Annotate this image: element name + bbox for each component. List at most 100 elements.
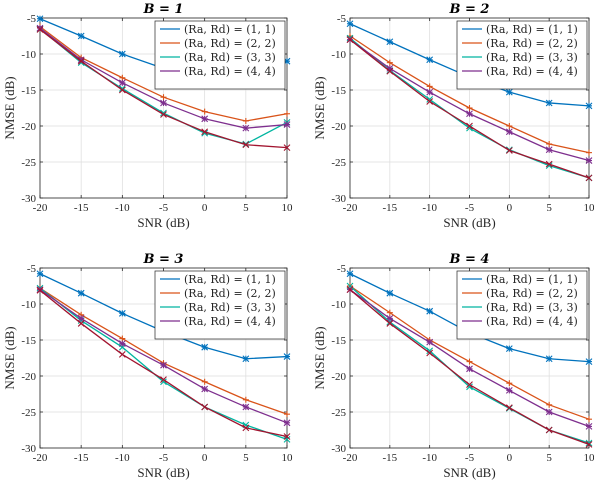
data-point — [77, 315, 85, 322]
data-point — [283, 121, 291, 128]
legend-label: (Ra, Rd) = (1, 1) — [486, 273, 578, 286]
x-tick-label: -5 — [159, 452, 169, 464]
x-tick-label: -20 — [33, 452, 48, 464]
data-point — [466, 383, 473, 391]
data-point — [505, 128, 513, 136]
data-point — [36, 26, 44, 33]
chart-title: B = 3 — [143, 252, 184, 267]
data-point — [201, 343, 209, 351]
data-point — [545, 99, 553, 107]
data-point — [160, 111, 167, 118]
legend-entry: (Ra, Rd) = (2, 2) — [462, 287, 578, 300]
data-point — [506, 123, 513, 129]
data-point — [505, 387, 513, 394]
data-point — [466, 105, 473, 111]
data-point — [386, 38, 394, 46]
x-tick-label: -5 — [159, 202, 169, 214]
data-point — [585, 441, 593, 448]
data-point — [585, 423, 593, 430]
data-point — [201, 378, 208, 385]
data-point — [545, 426, 553, 434]
chart-title: B = 1 — [143, 2, 184, 17]
legend-entry: (Ra, Rd) = (1, 1) — [160, 23, 276, 36]
y-tick-label: -15 — [21, 335, 36, 347]
y-tick-label: -30 — [21, 193, 36, 205]
data-point — [585, 102, 593, 110]
data-point — [546, 401, 553, 408]
data-point — [160, 378, 167, 386]
data-point — [426, 98, 434, 105]
y-tick-label: -10 — [331, 49, 346, 61]
data-point — [283, 353, 291, 360]
data-point — [585, 358, 593, 365]
legend-label: (Ra, Rd) = (4, 4) — [486, 315, 578, 328]
data-point — [201, 385, 209, 393]
data-point — [118, 340, 126, 347]
legend-label: (Ra, Rd) = (1, 1) — [486, 23, 578, 36]
data-point — [77, 57, 85, 65]
legend-label: (Ra, Rd) = (3, 3) — [184, 51, 276, 64]
data-point — [466, 365, 473, 373]
data-point — [36, 286, 44, 294]
data-point — [201, 403, 209, 411]
data-point — [545, 355, 553, 363]
x-tick-label: -10 — [422, 452, 437, 464]
y-tick-label: -5 — [337, 263, 347, 275]
legend-label: (Ra, Rd) = (4, 4) — [184, 65, 276, 78]
data-point — [160, 361, 167, 369]
legend-label: (Ra, Rd) = (2, 2) — [184, 37, 276, 50]
data-point — [346, 36, 354, 43]
legend-box — [154, 20, 286, 90]
y-tick-label: -15 — [331, 335, 346, 347]
legend: (Ra, Rd) = (1, 1)(Ra, Rd) = (2, 2)(Ra, R… — [456, 20, 588, 90]
chart-title: B = 2 — [449, 2, 490, 17]
data-point — [36, 15, 44, 23]
x-tick-label: -5 — [465, 202, 475, 214]
series-5 — [36, 286, 291, 440]
y-tick-label: -10 — [331, 299, 346, 311]
y-tick-label: -20 — [21, 121, 36, 133]
x-tick-label: -15 — [74, 202, 89, 214]
y-axis-label: NMSE (dB) — [312, 326, 327, 389]
legend-entry: (Ra, Rd) = (4, 4) — [160, 315, 276, 328]
legend: (Ra, Rd) = (1, 1)(Ra, Rd) = (2, 2)(Ra, R… — [154, 20, 286, 90]
legend-box — [456, 270, 588, 340]
data-point — [283, 433, 291, 440]
data-point — [386, 289, 394, 297]
legend-label: (Ra, Rd) = (4, 4) — [184, 315, 276, 328]
legend-entry: (Ra, Rd) = (1, 1) — [462, 273, 578, 286]
x-tick-label: 10 — [282, 202, 294, 214]
data-point — [77, 320, 85, 327]
subplot-4: -20 -15 -10 -5 0 5 10 -5 -10 -15 -20 -25 -30 B = 4 SNR… — [312, 252, 594, 480]
data-point — [466, 124, 473, 132]
subplot-1: -20 -15 -10 -5 0 5 10 -5 -10 -15 -20 -25 -30 B = 1 SNR… — [2, 2, 293, 230]
legend-label: (Ra, Rd) = (1, 1) — [184, 273, 276, 286]
x-tick-label: 10 — [282, 452, 294, 464]
legend-entry: (Ra, Rd) = (1, 1) — [462, 23, 578, 36]
y-tick-label: -10 — [21, 49, 36, 61]
data-point — [242, 141, 250, 149]
series-4 — [346, 286, 593, 430]
series-4 — [346, 36, 593, 164]
series-5 — [346, 36, 593, 182]
data-point — [77, 289, 85, 297]
legend-entry: (Ra, Rd) = (4, 4) — [462, 65, 578, 78]
data-point — [118, 79, 126, 87]
legend: (Ra, Rd) = (1, 1)(Ra, Rd) = (2, 2)(Ra, R… — [154, 270, 286, 340]
y-tick-label: -20 — [21, 371, 36, 383]
data-point — [505, 88, 513, 96]
legend: (Ra, Rd) = (1, 1)(Ra, Rd) = (2, 2) (Ra, R… — [456, 270, 588, 340]
data-point — [426, 338, 434, 346]
legend-entry: (Ra, Rd) = (4, 4) — [462, 315, 578, 328]
data-point — [283, 435, 291, 443]
data-point — [160, 94, 167, 101]
x-tick-label: -5 — [465, 452, 475, 464]
data-point — [585, 439, 593, 447]
data-point — [466, 110, 473, 118]
data-point — [466, 358, 473, 365]
data-point — [386, 67, 394, 75]
legend-entry: (Ra, Rd) = (2, 2) — [160, 37, 276, 50]
y-tick-label: -15 — [331, 85, 346, 97]
data-point — [284, 411, 290, 418]
y-tick-label: -10 — [21, 299, 36, 311]
